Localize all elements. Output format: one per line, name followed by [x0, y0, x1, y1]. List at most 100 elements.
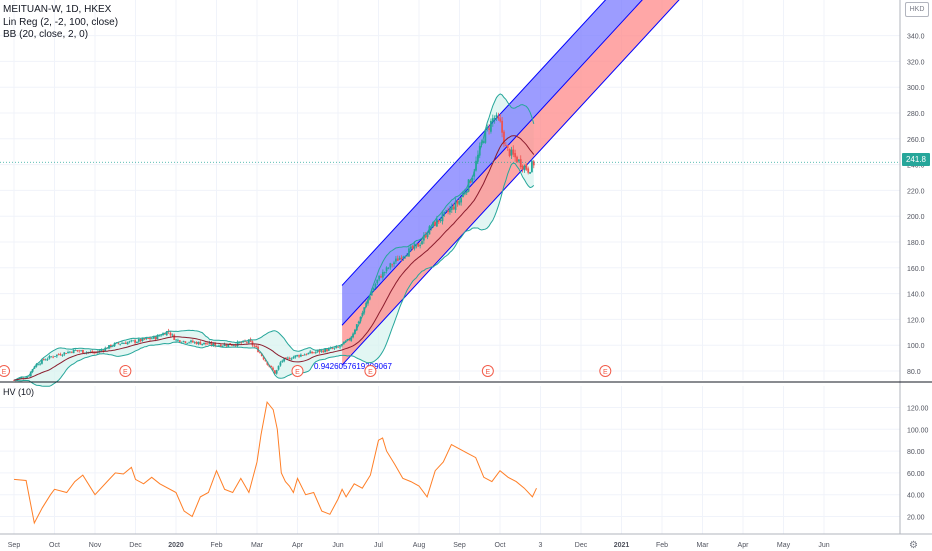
candle-body [432, 221, 435, 227]
candle-body [286, 357, 289, 359]
candle-body [309, 351, 312, 354]
candle-body [80, 350, 82, 352]
candle-body [128, 341, 131, 343]
last-price-tag: 241.8 [902, 153, 930, 166]
candle-body [234, 344, 237, 346]
candle-body [132, 340, 135, 342]
linreg-legend[interactable]: Lin Reg (2, -2, 100, close) [3, 17, 119, 28]
candle-body [393, 262, 395, 265]
symbol-legend[interactable]: MEITUAN-W, 1D, HKEX [3, 4, 112, 15]
candle-body [391, 264, 394, 266]
candle-body [335, 346, 338, 348]
candle-body [441, 213, 444, 222]
candle-body [314, 351, 317, 353]
candle-body [39, 363, 41, 365]
candle-body [42, 359, 45, 360]
candle-body [434, 221, 436, 226]
price-tick-label: 320.0 [907, 59, 925, 66]
candle-body [454, 201, 457, 210]
candle-body [316, 350, 319, 352]
candle-body [68, 351, 71, 353]
candle-body [471, 177, 474, 182]
candle-body [503, 131, 505, 145]
candle-body [102, 350, 105, 351]
candle-body [396, 258, 399, 261]
price-tick-label: 100.0 [907, 343, 925, 350]
candle-body [119, 343, 122, 345]
candle-body [255, 345, 258, 348]
candle-body [361, 312, 364, 317]
candle-body [527, 168, 530, 173]
candle-body [488, 128, 490, 130]
candle-body [292, 356, 295, 359]
hv-tick-label: 80.00 [907, 449, 925, 456]
candle-body [177, 339, 179, 341]
candle-body [126, 342, 129, 345]
candle-body [225, 344, 228, 346]
time-tick-label: Jun [332, 542, 343, 549]
candle-body [201, 343, 204, 345]
candle-body [400, 257, 403, 260]
candle-body [313, 352, 315, 354]
candle-body [74, 350, 77, 351]
candle-body [204, 342, 207, 345]
grid-lines [0, 0, 900, 534]
earnings-marker-label: E [368, 369, 373, 376]
candle-body [227, 343, 230, 347]
candle-body [417, 243, 420, 247]
candle-body [251, 341, 254, 346]
time-tick-label: Feb [656, 542, 668, 549]
candle-body [329, 347, 332, 349]
candle-body [206, 343, 209, 345]
time-tick-label: Feb [210, 542, 222, 549]
candle-body [402, 256, 405, 259]
candle-body [445, 210, 448, 212]
candle-body [54, 356, 56, 357]
candle-body [467, 179, 470, 192]
candle-body [63, 352, 66, 355]
candle-body [193, 341, 196, 343]
candle-body [437, 220, 440, 222]
candle-body [210, 342, 213, 346]
candle-body [244, 341, 246, 342]
candle-body [150, 338, 153, 340]
candle-body [529, 172, 531, 174]
hv-legend[interactable]: HV (10) [3, 387, 35, 397]
candle-body [517, 159, 520, 162]
hv-tick-label: 120.00 [907, 406, 929, 413]
settings-gear-icon[interactable]: ⚙ [909, 540, 918, 551]
bollinger-lines [0, 93, 900, 387]
candle-body [294, 355, 297, 358]
candle-body [173, 334, 176, 340]
linreg-line [341, 0, 607, 286]
candle-body [508, 148, 511, 157]
candle-body [497, 116, 500, 119]
candle-body [462, 193, 464, 198]
candle-body [137, 339, 140, 342]
candle-body [152, 336, 155, 339]
candle-body [160, 335, 163, 337]
candle-body [307, 352, 310, 355]
price-tick-label: 260.0 [907, 137, 925, 144]
candle-body [134, 340, 136, 343]
candle-body [266, 361, 269, 365]
candle-body [525, 164, 528, 170]
candle-body [428, 226, 431, 235]
candle-body [147, 338, 150, 339]
candle-body [175, 339, 177, 341]
bb-legend[interactable]: BB (20, close, 2, 0) [3, 29, 89, 40]
earnings-marker-label: E [603, 369, 608, 376]
linreg-line [341, 0, 643, 326]
candle-body [430, 226, 433, 228]
candle-body [456, 201, 459, 204]
candle-body [465, 190, 468, 193]
candle-body [154, 336, 157, 340]
candle-body [404, 256, 407, 258]
currency-badge[interactable]: HKD [905, 2, 929, 17]
candle-body [93, 352, 96, 354]
bollinger-upper-line [13, 93, 535, 381]
candle-body [372, 288, 375, 291]
candle-body [322, 350, 325, 353]
candle-body [301, 355, 304, 356]
